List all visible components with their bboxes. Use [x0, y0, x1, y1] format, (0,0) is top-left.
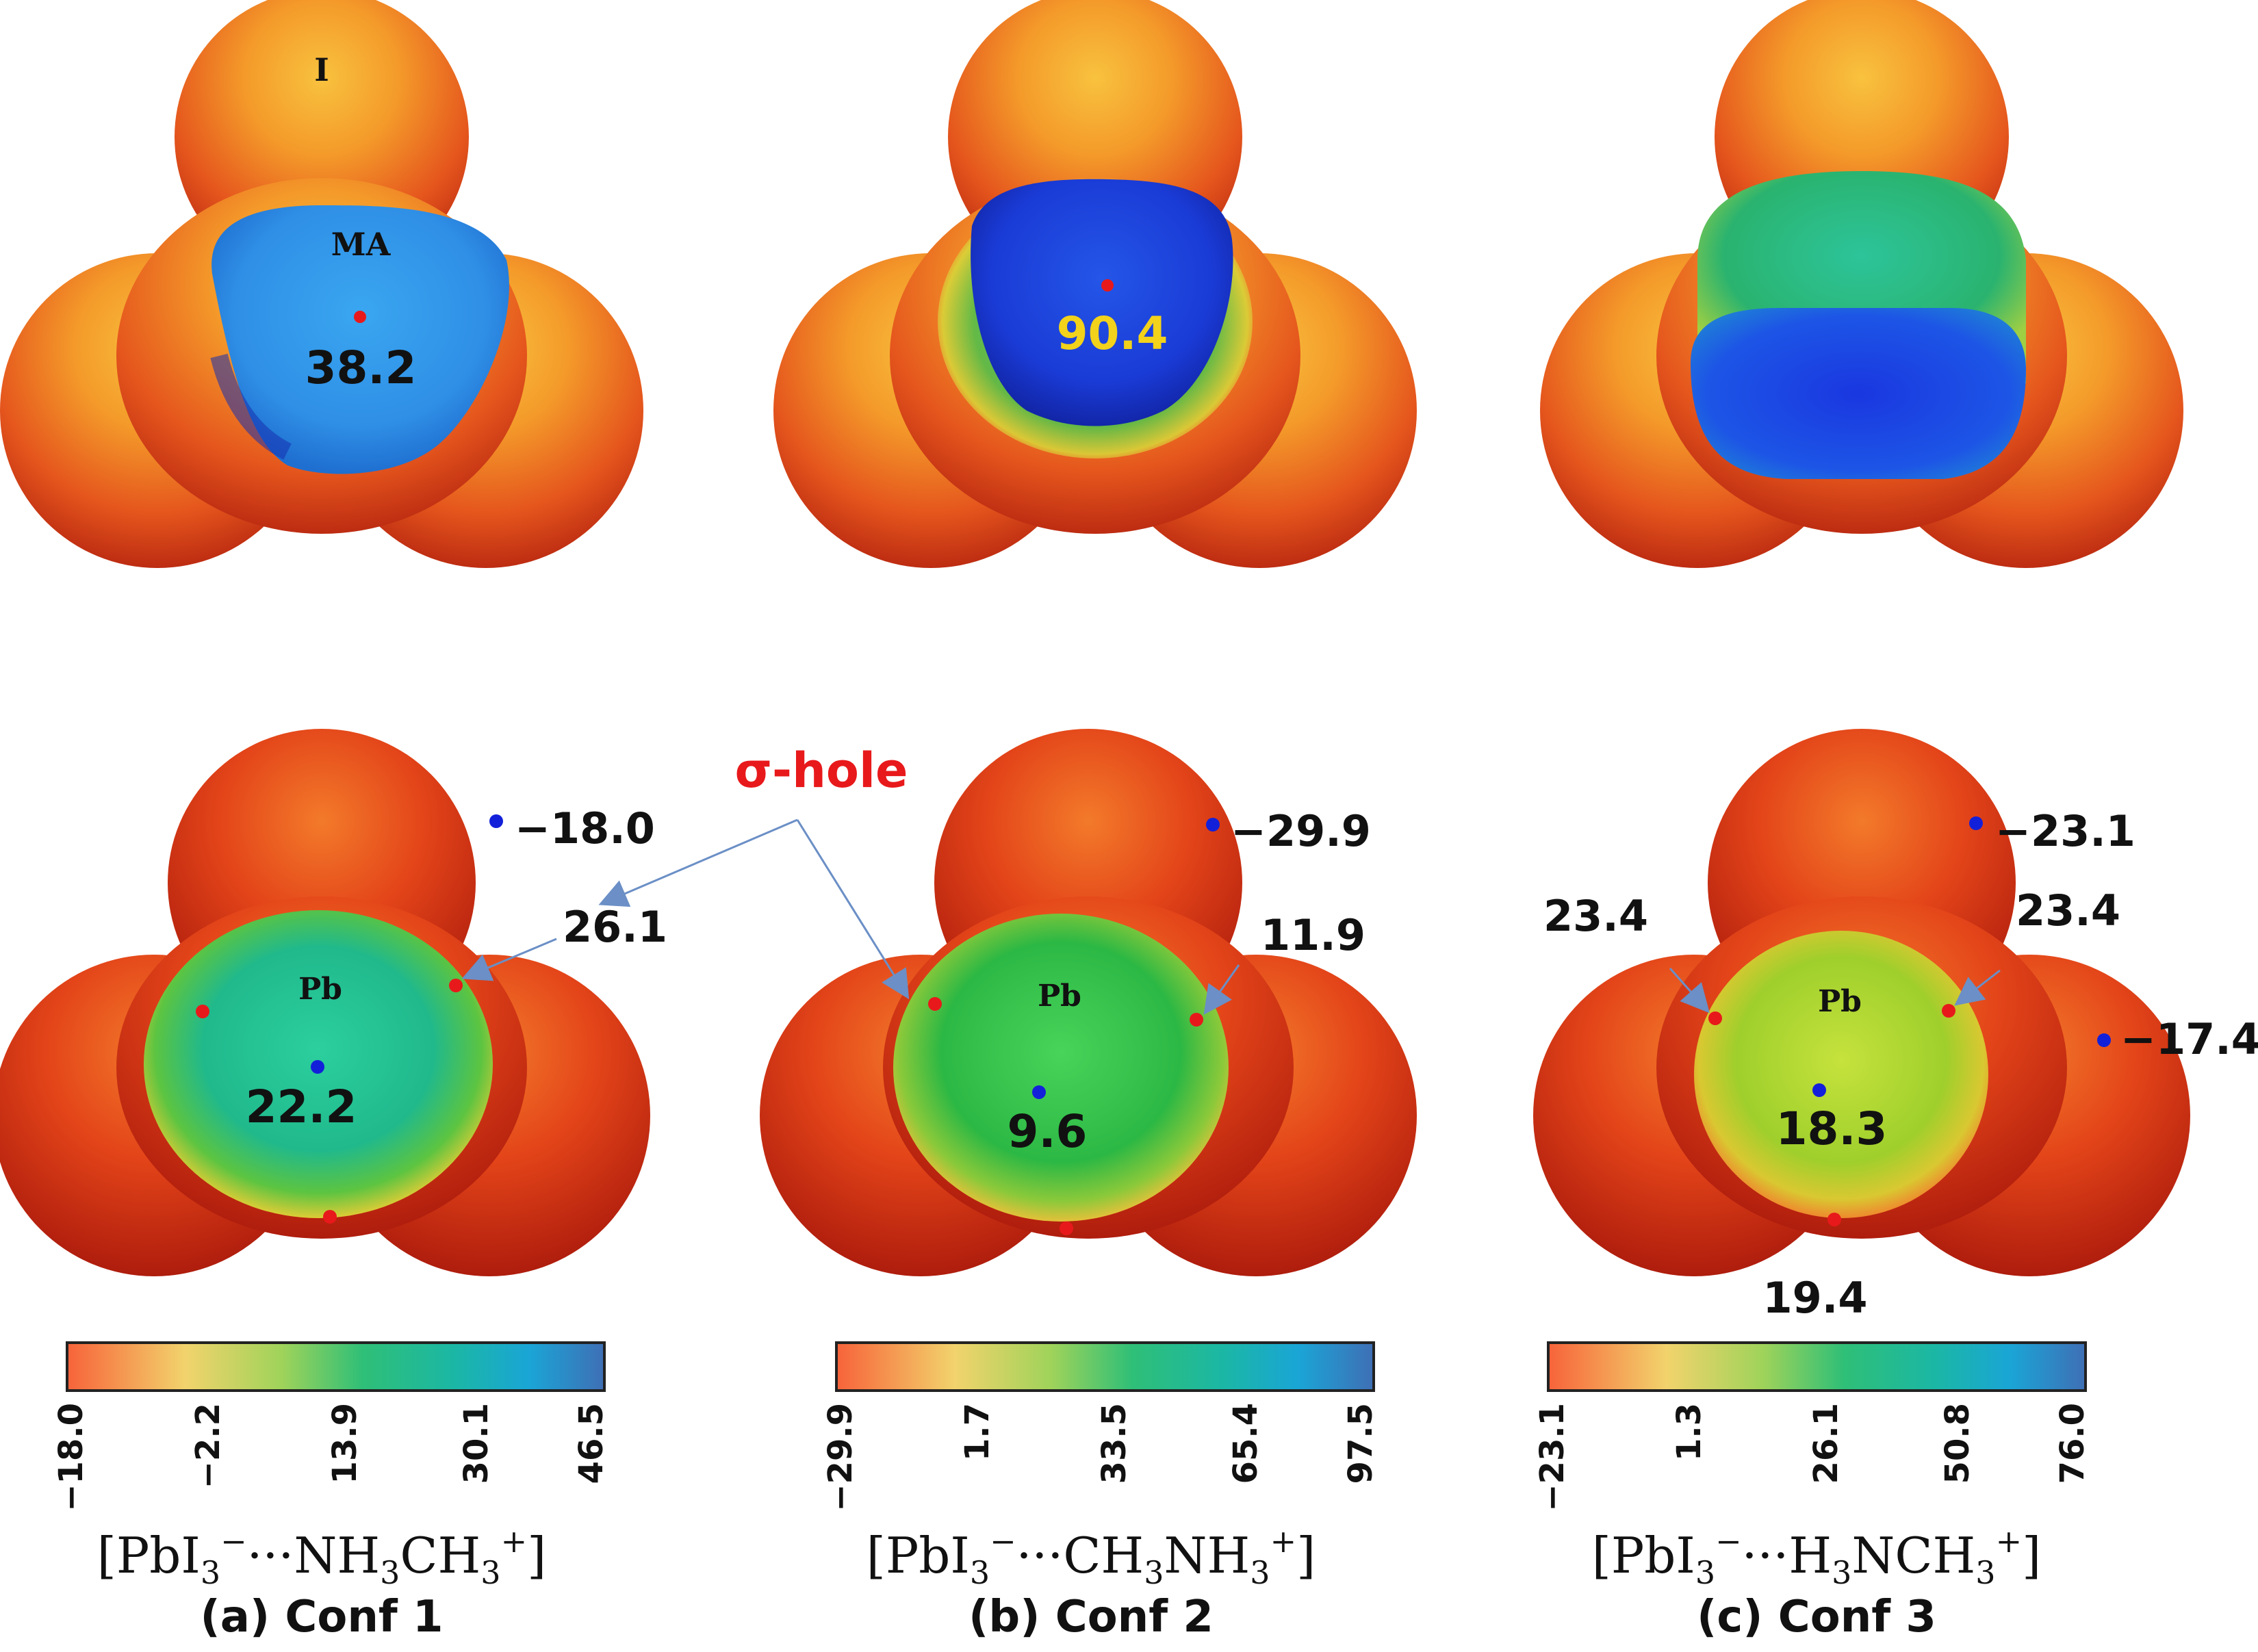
surface-top-a [0, 0, 643, 568]
lead-label-c: Pb [1818, 984, 1862, 1019]
iodine-label: I [314, 51, 329, 88]
extrema-points [196, 279, 2111, 1235]
value-top-a: 38.2 [305, 341, 417, 394]
point-negative [1812, 1083, 1826, 1097]
surface-top-c [1540, 0, 2183, 568]
colorbar-b: −29.9 1.7 33.5 65.4 97.5 [PbI3−···CH3NH3… [821, 1341, 1380, 1642]
point-negative [2097, 1033, 2111, 1047]
value-c-center: 18.3 [1776, 1102, 1888, 1155]
sigma-hole-label: σ-hole [735, 743, 908, 799]
colorbar-tick: 76.0 [2053, 1403, 2092, 1484]
colorbar-tick: 13.9 [326, 1403, 364, 1484]
value-c-sigma-right: 23.4 [2016, 886, 2120, 935]
caption-b: (b) Conf 2 [968, 1592, 1214, 1642]
point-positive [1101, 279, 1114, 292]
colorbar-tick: 30.1 [457, 1403, 496, 1484]
colorbar-tick: −29.9 [821, 1403, 860, 1512]
point-positive [196, 1005, 209, 1018]
value-a-center: 22.2 [246, 1081, 357, 1133]
lead-label-b: Pb [1038, 979, 1081, 1014]
colorbar-tick: −2.2 [189, 1403, 227, 1488]
methylammonium-lobe [971, 179, 1233, 426]
colorbar-tick: 1.3 [1670, 1403, 1708, 1461]
methylammonium-lobe [211, 205, 509, 474]
point-negative [489, 814, 503, 828]
value-b-negative: −29.9 [1231, 806, 1371, 856]
value-b-center: 9.6 [1008, 1105, 1088, 1158]
colorbar-a: −18.0 −2.2 13.9 30.1 46.5 [PbI3−···NH3CH… [52, 1341, 611, 1642]
point-negative [311, 1060, 324, 1074]
colorbar-tick: 65.4 [1227, 1403, 1265, 1484]
value-b-sigma: 11.9 [1261, 910, 1365, 960]
colorbar-c: −23.1 1.3 26.1 50.8 76.0 [PbI3−···H3NCH3… [1533, 1341, 2092, 1642]
point-positive [928, 997, 942, 1011]
methylammonium-label: MA [331, 226, 392, 263]
point-positive [1060, 1222, 1073, 1235]
colorbar-tick: −23.1 [1533, 1403, 1571, 1512]
point-positive [323, 1210, 337, 1224]
value-c-sigma-left: 23.4 [1543, 891, 1648, 941]
formula-a: [PbI3−···NH3CH3+] [97, 1523, 546, 1591]
point-positive [449, 979, 463, 992]
formula-b: [PbI3−···CH3NH3+] [867, 1523, 1316, 1591]
value-c-bottom: 19.4 [1763, 1273, 1868, 1323]
value-c-negative-top: −23.1 [1995, 806, 2135, 856]
surface-bottom-c [1533, 729, 2190, 1276]
colorbar-tick: 26.1 [1807, 1403, 1845, 1484]
value-top-b: 90.4 [1057, 307, 1168, 360]
colorbar-tick: 97.5 [1342, 1403, 1380, 1484]
value-a-negative: −18.0 [515, 803, 655, 853]
point-positive [1827, 1213, 1841, 1226]
colorbar-tick: 1.7 [958, 1403, 997, 1461]
point-negative [1032, 1085, 1046, 1099]
surface-bottom-b [760, 729, 1417, 1276]
colorbar-tick: −18.0 [52, 1403, 90, 1512]
surface-bottom-a [0, 729, 650, 1276]
colorbar-tick: 46.5 [572, 1403, 611, 1484]
colorbar-tick: 50.8 [1938, 1403, 1977, 1484]
point-positive [1190, 1013, 1203, 1027]
lead-label-a: Pb [298, 972, 342, 1007]
caption-c: (c) Conf 3 [1697, 1592, 1936, 1642]
caption-a: (a) Conf 1 [200, 1592, 443, 1642]
ammonium-lobe [1691, 308, 2026, 479]
sigma-hole-arrows [461, 818, 2001, 1015]
formula-c: [PbI3−···H3NCH3+] [1592, 1523, 2041, 1591]
value-a-sigma: 26.1 [563, 902, 667, 952]
point-positive [1942, 1004, 1955, 1018]
surface-top-b [773, 0, 1417, 568]
point-positive [354, 311, 366, 323]
point-positive [1708, 1011, 1722, 1025]
point-negative [1969, 816, 1983, 830]
value-c-negative-right: −17.4 [2120, 1014, 2258, 1064]
point-negative [1206, 818, 1220, 831]
colorbar-tick: 33.5 [1095, 1403, 1133, 1484]
